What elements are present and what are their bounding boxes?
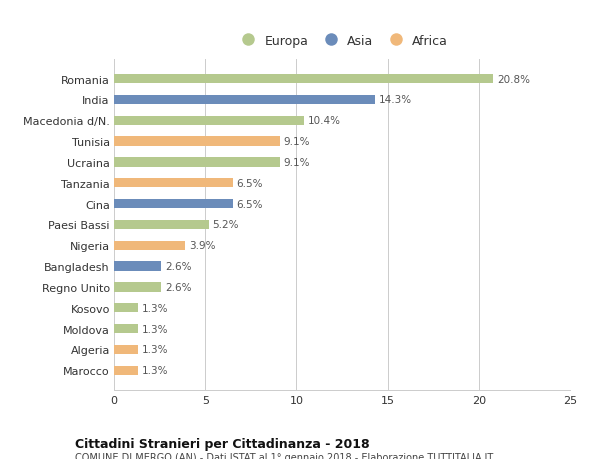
Text: 5.2%: 5.2% xyxy=(212,220,239,230)
Text: 9.1%: 9.1% xyxy=(284,137,310,147)
Bar xyxy=(114,241,185,250)
Bar xyxy=(114,116,304,126)
Text: 1.3%: 1.3% xyxy=(142,303,168,313)
Text: 1.3%: 1.3% xyxy=(142,345,168,355)
Text: Cittadini Stranieri per Cittadinanza - 2018: Cittadini Stranieri per Cittadinanza - 2… xyxy=(75,437,370,450)
Bar xyxy=(114,366,138,375)
Text: 2.6%: 2.6% xyxy=(165,282,191,292)
Text: 14.3%: 14.3% xyxy=(379,95,412,105)
Bar xyxy=(114,179,233,188)
Bar xyxy=(114,75,493,84)
Text: 1.3%: 1.3% xyxy=(142,324,168,334)
Text: 6.5%: 6.5% xyxy=(236,179,263,188)
Text: 9.1%: 9.1% xyxy=(284,157,310,168)
Text: COMUNE DI MERGO (AN) - Dati ISTAT al 1° gennaio 2018 - Elaborazione TUTTITALIA.I: COMUNE DI MERGO (AN) - Dati ISTAT al 1° … xyxy=(75,452,493,459)
Bar xyxy=(114,262,161,271)
Legend: Europa, Asia, Africa: Europa, Asia, Africa xyxy=(231,29,453,52)
Bar xyxy=(114,283,161,292)
Bar xyxy=(114,324,138,334)
Text: 10.4%: 10.4% xyxy=(307,116,340,126)
Text: 3.9%: 3.9% xyxy=(189,241,215,251)
Bar xyxy=(114,95,375,105)
Text: 20.8%: 20.8% xyxy=(497,74,530,84)
Bar xyxy=(114,303,138,313)
Bar xyxy=(114,345,138,354)
Bar xyxy=(114,158,280,167)
Text: 6.5%: 6.5% xyxy=(236,199,263,209)
Text: 2.6%: 2.6% xyxy=(165,262,191,271)
Bar xyxy=(114,220,209,230)
Bar xyxy=(114,200,233,209)
Text: 1.3%: 1.3% xyxy=(142,365,168,375)
Bar xyxy=(114,137,280,146)
